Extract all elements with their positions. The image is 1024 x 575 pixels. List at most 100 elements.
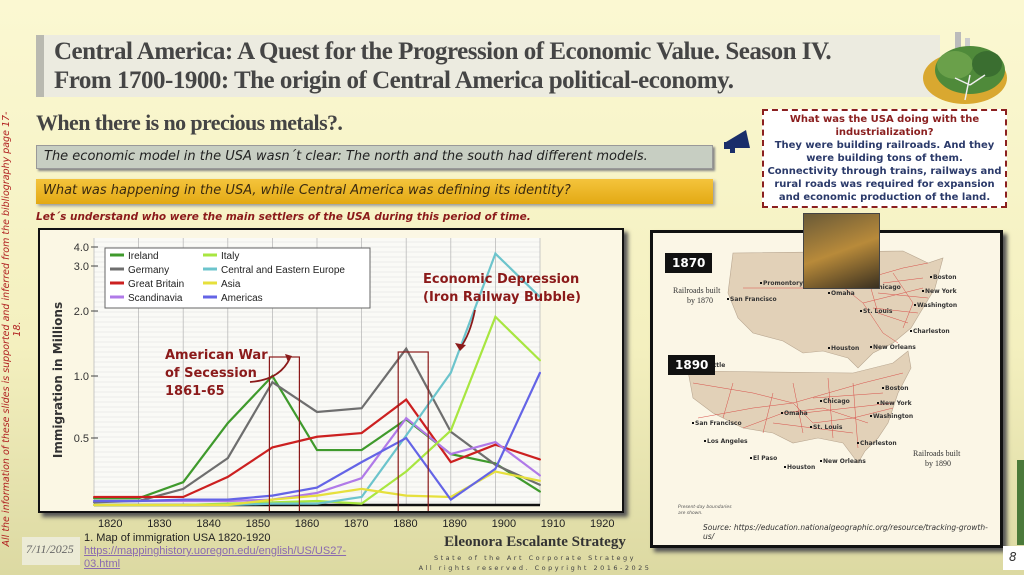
data-point — [271, 502, 274, 505]
data-point — [316, 410, 318, 413]
boundaries-note-1: Present-day boundaries — [678, 504, 732, 510]
legend-label: Germany — [128, 265, 169, 276]
data-point — [271, 494, 274, 497]
page-number: 8 — [1003, 546, 1024, 570]
data-point — [539, 371, 541, 374]
legend-box — [104, 247, 371, 309]
data-point — [539, 483, 541, 486]
city-label: Boston — [885, 385, 909, 392]
bibliography-side-note: All the information of these slides is s… — [1, 111, 23, 547]
data-point — [539, 490, 541, 493]
arrow-head — [455, 343, 466, 351]
x-tick-label: 1840 — [196, 518, 221, 530]
data-point — [137, 495, 140, 498]
x-tick-label: 1820 — [98, 518, 123, 530]
callout-answer-1: They were building railroads. And they w… — [774, 140, 995, 164]
economic-model-banner: The economic model in the USA wasn´t cle… — [36, 145, 713, 169]
city-marker — [828, 347, 830, 349]
data-point — [494, 467, 497, 470]
legend-label: Great Britain — [128, 279, 184, 290]
x-tick-label: 1880 — [393, 518, 418, 530]
city-marker — [820, 400, 822, 402]
slide-date: 7/11/2025 — [22, 537, 80, 565]
data-point — [360, 477, 363, 480]
city-marker — [877, 402, 879, 404]
decorative-edge — [1017, 460, 1024, 545]
chart-reference: 1. Map of immigration USA 1820-1920 http… — [84, 532, 414, 571]
data-point — [405, 434, 408, 437]
question-banner: What was happening in the USA, while Cen… — [36, 179, 713, 204]
city-label: El Paso — [753, 455, 777, 462]
annotation-depression: (Iron Railway Bubble) — [423, 290, 581, 305]
data-point — [271, 446, 274, 449]
data-point — [405, 437, 408, 439]
city-marker — [870, 415, 872, 417]
city-label: Promontory — [763, 280, 803, 287]
label-1890-line2: by 1890 — [925, 459, 951, 468]
y-tick-label: 1.0 — [74, 371, 89, 383]
data-point — [539, 458, 541, 461]
callout-answer-2: Connectivity through trains, railways an… — [767, 166, 1002, 203]
megaphone-icon — [724, 130, 750, 153]
legend-label: Scandinavia — [128, 293, 183, 304]
data-point — [316, 449, 318, 452]
data-point — [226, 457, 229, 460]
x-tick-label: 1850 — [245, 518, 271, 530]
city-label: San Francisco — [730, 296, 777, 303]
brand-sub-1: State of the Art Corporate Strategy — [434, 554, 636, 562]
city-label: Washington — [917, 302, 957, 309]
data-point — [316, 502, 318, 505]
data-point — [360, 461, 363, 464]
data-point — [539, 359, 541, 362]
slide-title: Central America: A Quest for the Progres… — [36, 35, 940, 97]
data-point — [405, 470, 408, 473]
data-point — [316, 486, 318, 489]
data-point — [226, 422, 229, 425]
callout-question: What was the USA doing with the industri… — [789, 114, 980, 138]
data-point — [360, 432, 363, 435]
y-tick-label: 3.0 — [74, 261, 89, 273]
map-1870: Promontory San Francisco Omaha Chicago Bosto… — [673, 250, 958, 369]
data-point — [182, 487, 185, 490]
annotation-depression: Economic Depression — [423, 272, 579, 287]
city-marker — [828, 292, 830, 294]
ref-link-cont[interactable]: 03.html — [84, 558, 121, 570]
city-marker — [820, 460, 822, 462]
city-marker — [910, 330, 912, 332]
city-label: Charleston — [860, 440, 897, 447]
legend-label: Asia — [221, 279, 241, 290]
brand-copyright: All rights reserved. Copyright 2016-2025 — [418, 564, 652, 572]
annotation-secession: of Secession — [165, 366, 257, 381]
city-label: Omaha — [831, 290, 855, 297]
data-point — [360, 487, 363, 490]
city-label: Boston — [933, 274, 957, 281]
city-label: New Orleans — [823, 458, 866, 465]
city-label: Washington — [873, 413, 913, 420]
x-tick-label: 1920 — [590, 518, 615, 530]
data-point — [405, 417, 408, 420]
data-point — [360, 407, 363, 410]
label-1870-line2: by 1870 — [687, 296, 713, 305]
city-marker — [704, 440, 706, 442]
data-point — [449, 461, 452, 464]
city-marker — [810, 426, 812, 428]
city-marker — [750, 457, 752, 459]
data-point — [539, 296, 541, 299]
city-label: St. Louis — [813, 424, 843, 431]
data-point — [182, 495, 185, 498]
city-marker — [914, 304, 916, 306]
x-tick-label: 1910 — [540, 518, 566, 530]
immigration-chart: 0.5 1.0 2.0 3.0 4.0 Immigration in Millions Ir… — [38, 228, 624, 518]
immigration-chart-svg: 0.5 1.0 2.0 3.0 4.0 Immigration in Millions Ir… — [51, 238, 581, 518]
data-point — [494, 470, 497, 473]
data-point — [360, 502, 363, 505]
city-marker — [870, 346, 872, 348]
city-marker — [922, 290, 924, 292]
data-point — [405, 398, 408, 401]
data-point — [494, 252, 497, 255]
x-tick-label: 1890 — [442, 518, 467, 530]
city-label: Chicago — [823, 398, 850, 405]
city-marker — [727, 298, 729, 300]
ref-link[interactable]: https://mappinghistory.uoregon.edu/engli… — [84, 545, 347, 557]
y-axis-label: Immigration in Millions — [51, 302, 65, 458]
